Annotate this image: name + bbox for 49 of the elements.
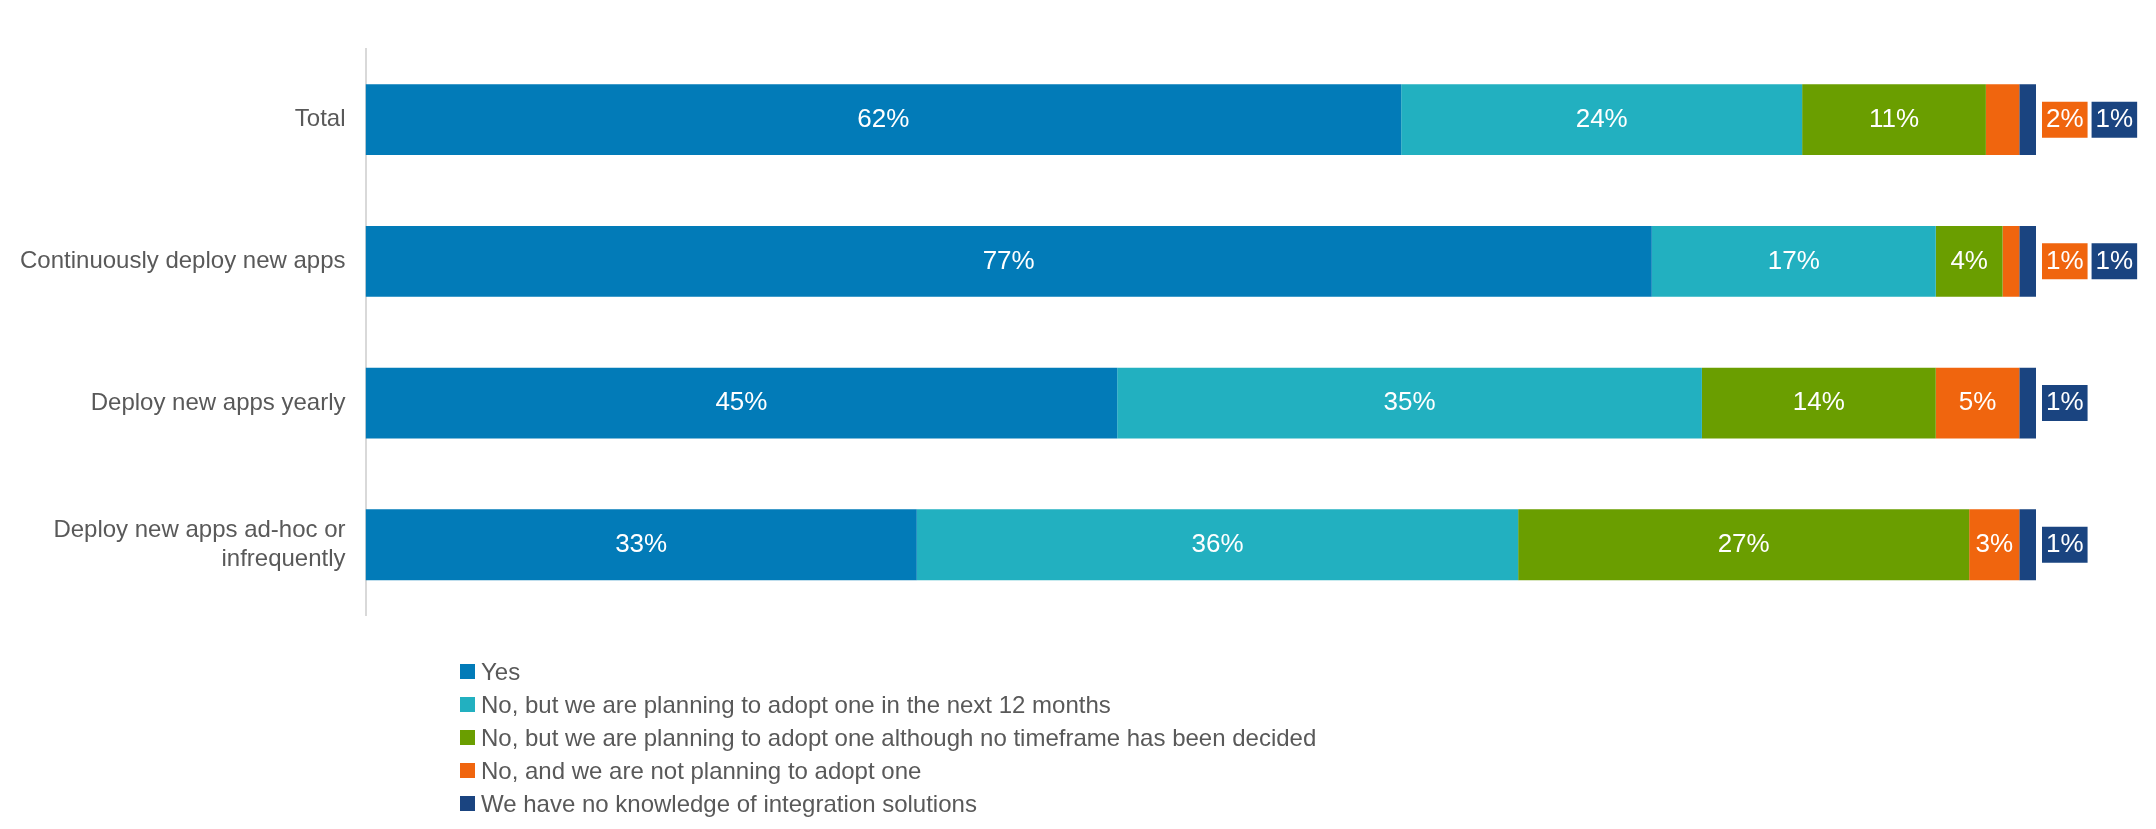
bar: [1701, 367, 1936, 439]
bar: [1935, 367, 2020, 439]
bar: [1969, 509, 2020, 581]
data-label: 5%: [1958, 386, 1997, 417]
data-label: 1%: [2095, 244, 2134, 275]
bar: [365, 225, 1652, 297]
data-label: 36%: [1191, 527, 1244, 558]
bar: [1117, 367, 1702, 439]
bar: [2019, 509, 2036, 581]
bar: [916, 509, 1519, 581]
legend-label: We have no knowledge of integration solutions: [481, 789, 977, 819]
data-label: 3%: [1975, 527, 2014, 558]
bar: [365, 84, 1402, 156]
data-label: 62%: [857, 102, 910, 133]
data-label: 17%: [1767, 244, 1820, 275]
data-label: 77%: [982, 244, 1035, 275]
y-tick-label: Total: [294, 104, 346, 132]
y-tick-label: Continuously deploy new apps: [20, 245, 346, 273]
bar: [365, 367, 1118, 439]
data-label: 24%: [1575, 102, 1628, 133]
y-tick-label: Deploy new apps yearly: [90, 387, 346, 415]
legend-label: No, but we are planning to adopt one although no timeframe has been decided: [481, 723, 1317, 753]
y-tick-label: Deploy new apps ad-hoc or infrequently: [53, 514, 346, 571]
data-label: 14%: [1792, 386, 1845, 417]
data-label: 33%: [615, 527, 668, 558]
bar: [1802, 84, 1986, 156]
data-label: 4%: [1950, 244, 1988, 275]
data-label: 1%: [2046, 527, 2084, 558]
data-label: 27%: [1717, 527, 1770, 558]
data-label: 11%: [1868, 102, 1920, 133]
bar: [1651, 225, 1936, 297]
data-label: 45%: [715, 386, 768, 417]
bar: [1985, 84, 2020, 156]
data-label: 1%: [2046, 386, 2084, 417]
bar: [2019, 367, 2036, 439]
legend-label: No, and we are not planning to adopt one: [481, 756, 922, 786]
bar: [1935, 225, 2003, 297]
bar: [2019, 84, 2036, 156]
legend-label: No, but we are planning to adopt one in the next 12 months: [481, 690, 1111, 720]
data-label: 1%: [2095, 102, 2134, 133]
bar: [365, 509, 917, 581]
data-label: 1%: [2046, 244, 2084, 275]
bar: [1401, 84, 1803, 156]
bar: [2019, 225, 2036, 297]
bar: [2002, 225, 2020, 297]
legend-label: Yes: [481, 657, 521, 687]
data-label: 2%: [2046, 102, 2084, 133]
data-label: 35%: [1383, 386, 1436, 417]
bar: [1518, 509, 1970, 581]
